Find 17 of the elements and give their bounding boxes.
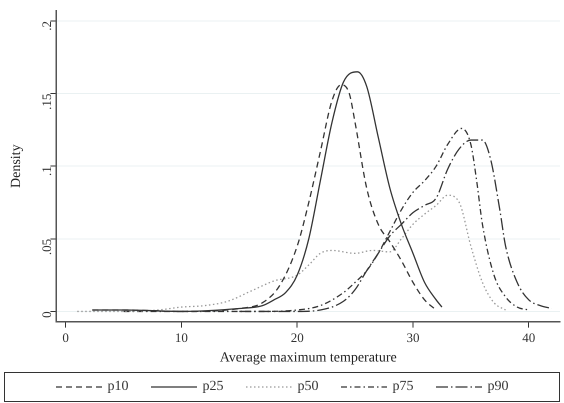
y-tick-label: 0: [38, 311, 54, 318]
legend-label: p75: [392, 379, 414, 395]
y-axis-title: Density: [9, 144, 24, 188]
x-tick-label: 0: [62, 330, 69, 345]
legend-label: p10: [108, 379, 128, 395]
legend-label: p25: [202, 379, 224, 395]
x-tick-label: 40: [522, 330, 536, 345]
legend-label: p90: [488, 379, 508, 395]
y-tick-label: .1: [38, 166, 54, 176]
y-tick-label: .05: [38, 238, 54, 256]
x-tick-label: 30: [406, 330, 420, 345]
x-tick-label: 10: [174, 330, 188, 345]
legend-label: p50: [298, 379, 318, 395]
x-axis-title: Average maximum temperature: [220, 350, 397, 366]
y-tick-label: .15: [38, 94, 54, 110]
y-tick-label: .2: [38, 20, 54, 31]
x-tick-label: 20: [290, 330, 304, 345]
